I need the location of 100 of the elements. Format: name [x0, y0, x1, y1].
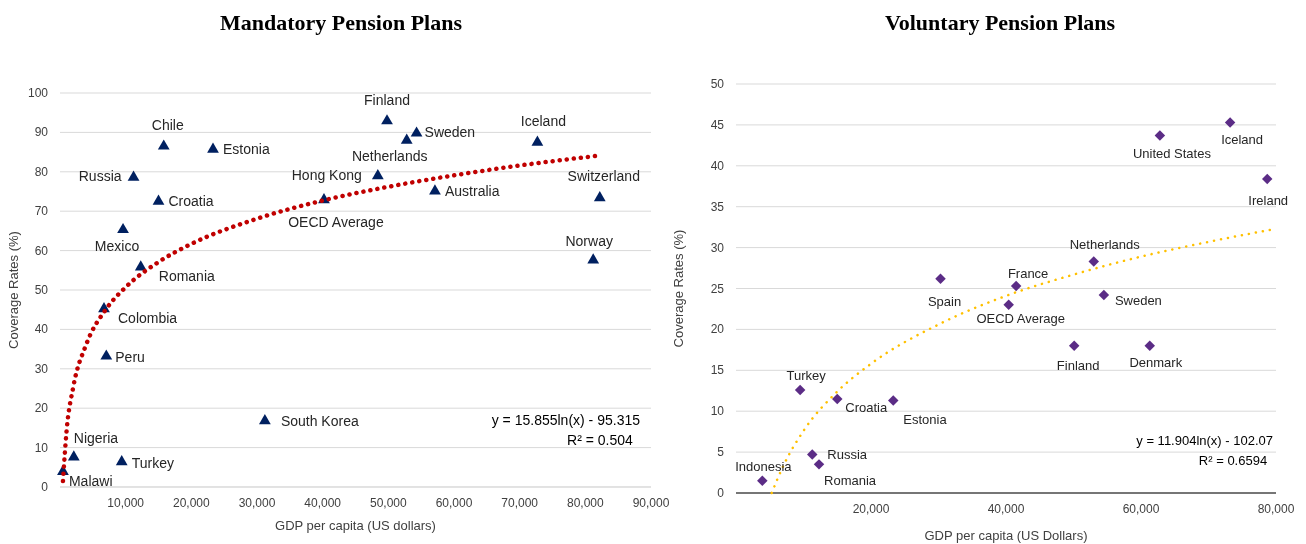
- annotation: Sweden: [1114, 293, 1162, 309]
- point: [117, 222, 129, 234]
- point: [115, 454, 128, 466]
- annotation: Russia: [78, 168, 122, 185]
- chart-title: Mandatory Pension Plans: [219, 10, 463, 35]
- point: [371, 168, 384, 180]
- x-tick-label: 40,000: [987, 502, 1025, 516]
- annotation: Russia: [827, 446, 868, 462]
- annotation: Croatia: [168, 193, 214, 210]
- point: [1144, 340, 1156, 351]
- x-tick-label: 60,000: [1122, 502, 1160, 516]
- annotation: y = 15.855ln(x) - 95.315: [491, 412, 641, 428]
- annotation: Romania: [158, 268, 216, 285]
- point: [935, 273, 946, 284]
- annotation: Finland: [364, 91, 410, 108]
- point: [152, 194, 165, 205]
- y-tick-label: 30: [710, 240, 725, 255]
- y-tick-label: 0: [41, 480, 49, 494]
- annotation: y = 11.904ln(x) - 102.07: [1136, 433, 1273, 448]
- x-tick-label: 80,000: [566, 496, 605, 510]
- y-tick-label: 10: [34, 440, 49, 455]
- point: [888, 395, 899, 406]
- annotation: Ireland: [1248, 192, 1289, 208]
- point: [531, 135, 544, 146]
- y-tick-label: 30: [34, 361, 49, 376]
- annotation: Switzerland: [567, 167, 640, 184]
- y-tick-label: 80: [34, 164, 49, 179]
- x-axis-title: GDP per capita (US dollars): [275, 518, 436, 533]
- annotation: Iceland: [1221, 132, 1264, 148]
- annotation: Romania: [824, 473, 877, 489]
- annotation: Sweden: [424, 124, 476, 141]
- annotation: Denmark: [1129, 354, 1183, 370]
- y-tick-label: 35: [710, 199, 725, 214]
- point: [410, 126, 423, 137]
- point: [157, 139, 170, 150]
- x-tick-label: 80,000: [1257, 502, 1295, 516]
- y-axis-title: Coverage Rates (%): [6, 231, 21, 349]
- x-tick-label: 60,000: [435, 496, 473, 510]
- annotation: Turkey: [131, 454, 175, 471]
- annotation: Netherlands: [1069, 236, 1141, 252]
- annotation: Australia: [444, 183, 500, 200]
- point: [1154, 130, 1166, 141]
- x-tick-label: 20,000: [852, 502, 890, 516]
- x-tick-label: 10,000: [107, 496, 145, 510]
- y-tick-label: 50: [34, 283, 49, 297]
- annotation: Malawi: [68, 472, 113, 489]
- point: [1088, 256, 1099, 267]
- annotation: Spain: [927, 293, 962, 309]
- point: [1010, 280, 1022, 292]
- x-tick-label: 90,000: [632, 496, 670, 510]
- annotation: Finland: [1056, 357, 1100, 373]
- annotation: Netherlands: [351, 148, 428, 165]
- annotation: OECD Average: [976, 310, 1066, 326]
- x-tick-label: 30,000: [238, 496, 276, 510]
- y-tick-label: 70: [34, 204, 49, 219]
- point: [67, 450, 80, 461]
- x-tick-label: 50,000: [369, 496, 408, 510]
- point: [757, 475, 768, 486]
- point: [807, 449, 818, 460]
- x-tick-label: 20,000: [172, 496, 211, 510]
- y-tick-label: 90: [34, 125, 49, 140]
- point: [100, 349, 113, 360]
- point: [429, 184, 441, 195]
- y-tick-label: 60: [34, 243, 49, 258]
- y-tick-label: 20: [710, 322, 725, 337]
- annotation: Indonesia: [735, 458, 793, 474]
- annotation: Mexico: [94, 237, 140, 254]
- x-tick-label: 70,000: [501, 496, 539, 510]
- x-tick-label: 40,000: [304, 496, 342, 510]
- annotation: France: [1007, 266, 1049, 282]
- annotation: Colombia: [118, 309, 178, 326]
- y-tick-label: 15: [710, 363, 725, 378]
- point: [1098, 289, 1110, 301]
- point: [381, 114, 393, 125]
- point: [207, 142, 219, 153]
- y-tick-label: 0: [717, 486, 725, 500]
- y-axis-title: Coverage Rates (%): [671, 229, 686, 348]
- annotation: R² = 0.6594: [1198, 453, 1268, 468]
- point: [127, 170, 140, 181]
- annotation: Peru: [115, 349, 145, 366]
- annotation: United States: [1132, 145, 1212, 161]
- annotation: OECD Average: [288, 213, 384, 230]
- point: [1224, 117, 1236, 128]
- y-tick-label: 10: [710, 404, 725, 419]
- annotation: Iceland: [520, 113, 566, 130]
- y-tick-label: 20: [34, 401, 49, 416]
- y-tick-label: 40: [34, 322, 49, 337]
- y-tick-label: 100: [27, 86, 49, 100]
- chart-title: Voluntary Pension Plans: [884, 10, 1116, 35]
- y-tick-label: 5: [717, 445, 725, 460]
- annotation: Estonia: [223, 141, 270, 158]
- point: [794, 384, 806, 396]
- annotation: Croatia: [845, 399, 888, 415]
- annotation: R² = 0.504: [567, 432, 634, 448]
- x-axis-title: GDP per capita (US Dollars): [924, 528, 1088, 543]
- point: [1068, 340, 1080, 351]
- annotation: Chile: [151, 117, 184, 134]
- y-tick-label: 40: [710, 158, 725, 173]
- y-tick-label: 25: [710, 281, 725, 296]
- point: [813, 459, 825, 470]
